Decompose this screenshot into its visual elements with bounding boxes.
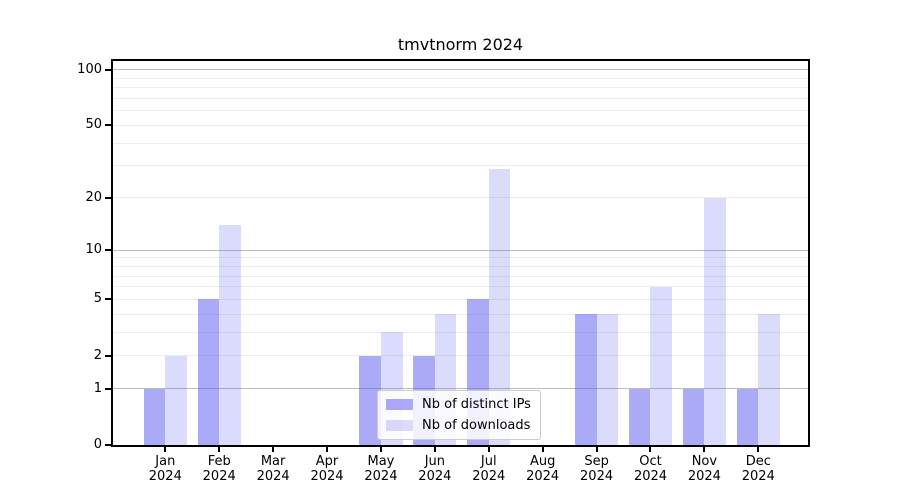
y-tick-mark-2: [105, 354, 111, 357]
gridline-9: [113, 257, 808, 259]
bar-ips-jan: [143, 388, 166, 445]
x-tick-label-may: May 2024: [364, 454, 398, 484]
gridline-70: [113, 98, 808, 100]
gridline-3: [113, 331, 808, 333]
legend: Nb of distinct IPs Nb of downloads: [377, 390, 541, 440]
plot-area: Nb of distinct IPs Nb of downloads: [111, 59, 810, 447]
gridline-2: [113, 355, 808, 357]
bar-downloads-feb: [219, 224, 241, 445]
x-tick-mark-apr: [326, 447, 329, 452]
x-tick-mark-jan: [164, 447, 167, 452]
bar-downloads-dec: [758, 314, 780, 445]
x-tick-mark-jul: [487, 447, 490, 452]
y-tick-label-2: 2: [93, 347, 102, 363]
bar-ips-dec: [736, 388, 759, 445]
gridline-8: [113, 265, 808, 267]
legend-item-distinct-ips: Nb of distinct IPs: [386, 397, 531, 412]
x-tick-label-jul: Jul 2024: [472, 454, 506, 484]
x-tick-mark-may: [379, 447, 382, 452]
x-tick-label-oct: Oct 2024: [633, 454, 668, 484]
gridline-6: [113, 286, 808, 288]
x-tick-mark-nov: [703, 447, 706, 452]
bar-downloads-jan: [165, 355, 187, 445]
y-tick-label-10: 10: [85, 242, 102, 258]
y-tick-label-100: 100: [77, 61, 102, 77]
y-tick-label-20: 20: [85, 189, 102, 205]
gridline-1: [113, 388, 808, 390]
x-tick-mark-feb: [218, 447, 221, 452]
y-tick-mark-20: [105, 196, 111, 199]
y-tick-mark-0: [105, 444, 111, 446]
x-tick-label-nov: Nov 2024: [687, 454, 721, 484]
x-tick-mark-mar: [272, 447, 275, 452]
bar-downloads-jul: [488, 168, 511, 445]
x-tick-mark-dec: [757, 447, 760, 452]
gridline-10: [113, 249, 808, 251]
y-tick-mark-5: [105, 298, 111, 301]
y-tick-label-50: 50: [85, 117, 102, 133]
x-tick-mark-aug: [541, 447, 544, 452]
bar-downloads-sep: [596, 314, 619, 445]
legend-label-downloads: Nb of downloads: [422, 418, 531, 433]
x-tick-label-apr: Apr 2024: [310, 454, 344, 484]
x-tick-label-jan: Jan 2024: [148, 454, 182, 484]
gridline-5: [113, 298, 808, 300]
gridline-100: [113, 69, 808, 71]
y-tick-mark-10: [105, 249, 111, 252]
bar-downloads-oct: [650, 286, 673, 445]
bar-ips-oct: [628, 388, 651, 445]
bar-ips-may: [359, 355, 381, 445]
gridline-40: [113, 142, 808, 144]
y-tick-mark-100: [105, 68, 111, 71]
gridline-80: [113, 87, 808, 89]
bar-downloads-nov: [704, 197, 726, 445]
x-tick-label-aug: Aug 2024: [526, 454, 560, 484]
bar-ips-feb: [197, 299, 220, 445]
gridline-20: [113, 197, 808, 199]
legend-item-downloads: Nb of downloads: [386, 418, 531, 433]
gridline-4: [113, 313, 808, 315]
legend-swatch-distinct-ips: [386, 399, 413, 410]
gridline-7: [113, 275, 808, 277]
gridline-60: [113, 110, 808, 112]
legend-swatch-downloads: [386, 420, 413, 431]
bar-ips-sep: [574, 314, 597, 445]
x-tick-mark-jun: [433, 447, 436, 452]
chart-title: tmvtnorm 2024: [397, 35, 524, 54]
y-tick-label-5: 5: [93, 291, 102, 307]
x-tick-label-feb: Feb 2024: [202, 454, 236, 484]
x-tick-mark-oct: [649, 447, 652, 452]
y-tick-mark-50: [105, 124, 111, 127]
gridline-90: [113, 77, 808, 79]
y-tick-mark-1: [105, 387, 111, 390]
gridline-50: [113, 124, 808, 126]
x-tick-label-jun: Jun 2024: [418, 454, 452, 484]
y-tick-label-1: 1: [93, 380, 102, 396]
x-tick-label-mar: Mar 2024: [256, 454, 290, 484]
bar-ips-nov: [682, 388, 705, 445]
gridline-30: [113, 165, 808, 167]
x-tick-label-dec: Dec 2024: [741, 454, 775, 484]
x-tick-mark-sep: [595, 447, 598, 452]
x-tick-label-sep: Sep 2024: [580, 454, 614, 484]
legend-label-distinct-ips: Nb of distinct IPs: [422, 397, 531, 412]
y-tick-label-0: 0: [93, 437, 102, 452]
